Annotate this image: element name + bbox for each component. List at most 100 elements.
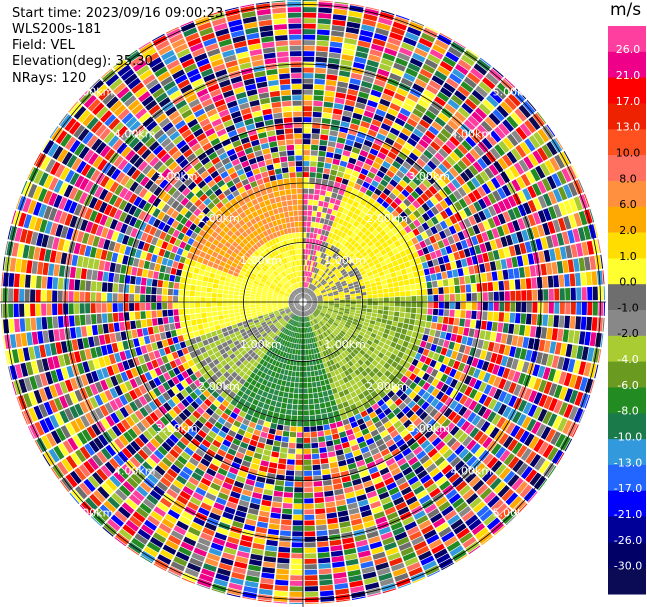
- velocity-gate: [536, 180, 547, 194]
- velocity-gate: [500, 101, 513, 114]
- velocity-gate: [314, 403, 320, 410]
- velocity-gate: [146, 318, 153, 327]
- velocity-gate: [502, 367, 511, 379]
- velocity-gate: [462, 436, 473, 447]
- velocity-gate: [548, 302, 554, 314]
- velocity-gate: [334, 488, 344, 496]
- velocity-gate: [327, 320, 333, 325]
- velocity-gate: [372, 161, 381, 170]
- velocity-gate: [437, 240, 445, 249]
- velocity-gate: [486, 362, 495, 373]
- velocity-gate: [422, 391, 431, 401]
- velocity-gate: [289, 387, 294, 393]
- velocity-gate: [336, 327, 342, 332]
- velocity-gate: [520, 448, 532, 461]
- velocity-gate: [551, 355, 560, 369]
- velocity-gate: [304, 575, 318, 581]
- velocity-gate: [259, 396, 267, 403]
- velocity-gate: [303, 437, 311, 443]
- velocity-gate: [292, 520, 303, 526]
- velocity-gate: [576, 345, 584, 360]
- velocity-gate: [263, 421, 271, 428]
- velocity-gate: [303, 73, 314, 79]
- velocity-gate: [303, 355, 307, 361]
- velocity-gate: [334, 279, 340, 284]
- velocity-gate: [268, 388, 275, 395]
- velocity-gate: [262, 494, 273, 501]
- velocity-gate: [497, 200, 507, 212]
- velocity-gate: [112, 303, 118, 312]
- velocity-gate: [289, 586, 303, 592]
- velocity-gate: [447, 411, 457, 421]
- velocity-gate: [565, 245, 573, 259]
- velocity-gate: [304, 492, 314, 498]
- velocity-gate: [317, 13, 332, 19]
- velocity-gate: [340, 436, 349, 444]
- velocity-gate: [394, 311, 400, 317]
- velocity-gate: [323, 298, 329, 300]
- velocity-gate: [315, 51, 328, 58]
- velocity-gate: [143, 335, 151, 345]
- velocity-gate: [318, 270, 323, 276]
- velocity-gate: [405, 185, 414, 194]
- velocity-gate: [360, 120, 371, 129]
- velocity-gate: [378, 293, 384, 298]
- velocity-gate: [394, 306, 400, 312]
- velocity-gate: [498, 390, 508, 403]
- velocity-gate: [337, 287, 343, 291]
- velocity-gate: [419, 119, 430, 129]
- velocity-gate: [326, 321, 332, 327]
- velocity-gate: [82, 337, 90, 349]
- velocity-gate: [454, 444, 465, 456]
- velocity-gate: [397, 275, 403, 282]
- velocity-gate: [290, 420, 297, 427]
- velocity-gate: [575, 272, 581, 286]
- velocity-gate: [383, 269, 390, 275]
- velocity-gate: [304, 509, 315, 515]
- velocity-gate: [432, 242, 440, 251]
- velocity-gate: [348, 345, 355, 351]
- velocity-gate: [499, 467, 511, 480]
- velocity-gate: [359, 186, 368, 194]
- velocity-gate: [359, 29, 374, 38]
- velocity-gate: [397, 193, 406, 202]
- velocity-gate: [375, 263, 382, 269]
- velocity-gate: [411, 265, 418, 272]
- velocity-gate: [478, 103, 491, 116]
- velocity-gate: [349, 123, 359, 131]
- velocity-gate: [513, 267, 520, 279]
- velocity-gate: [432, 315, 438, 323]
- velocity-gate: [339, 305, 345, 309]
- velocity-gate: [517, 336, 524, 348]
- velocity-gate: [502, 269, 509, 280]
- velocity-gate: [500, 355, 509, 367]
- velocity-gate: [495, 260, 502, 270]
- velocity-gate: [317, 430, 325, 437]
- velocity-gate: [508, 323, 515, 334]
- velocity-gate: [505, 234, 514, 246]
- velocity-gate: [441, 144, 453, 155]
- velocity-gate: [359, 331, 365, 337]
- velocity-gate: [389, 127, 400, 136]
- velocity-gate: [425, 404, 434, 414]
- velocity-gate: [332, 311, 338, 315]
- velocity-gate: [358, 126, 369, 134]
- velocity-gate: [26, 332, 33, 346]
- velocity-gate: [362, 194, 371, 202]
- velocity-gate: [388, 311, 394, 316]
- velocity-gate: [383, 362, 391, 370]
- velocity-gate: [265, 545, 278, 552]
- velocity-gate: [351, 170, 360, 178]
- velocity-gate: [542, 208, 552, 221]
- velocity-gate: [280, 530, 291, 537]
- velocity-gate: [376, 317, 382, 323]
- velocity-gate: [321, 179, 329, 185]
- velocity-gate: [380, 348, 387, 355]
- velocity-gate: [410, 20, 425, 27]
- velocity-gate: [321, 265, 326, 271]
- velocity-gate: [322, 295, 328, 298]
- velocity-gate: [509, 279, 515, 290]
- velocity-gate: [367, 294, 373, 299]
- velocity-gate: [323, 266, 328, 272]
- velocity-gate: [421, 261, 429, 269]
